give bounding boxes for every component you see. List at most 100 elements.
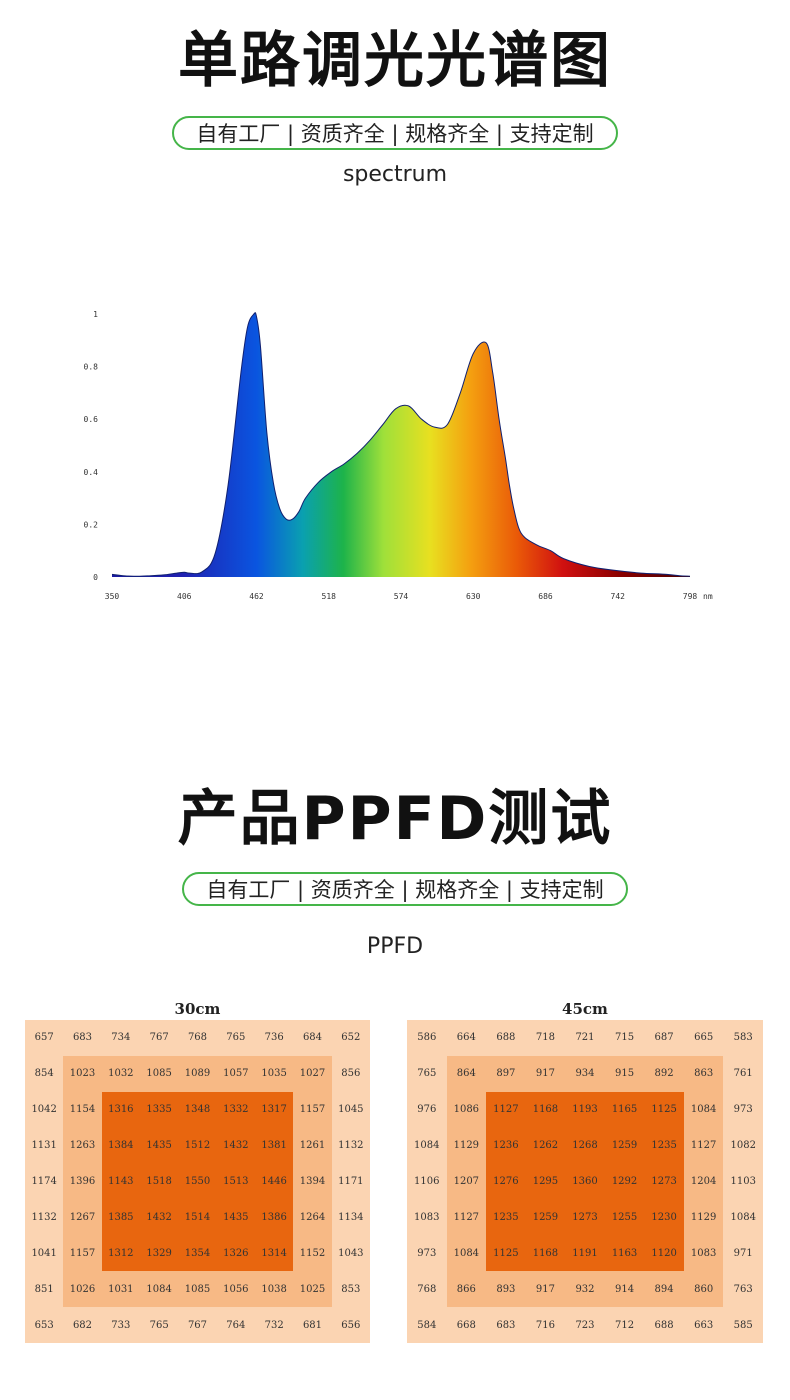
ppfd-30cm-cell: 1326 <box>216 1235 255 1272</box>
ppfd-45cm-cell: 1276 <box>486 1163 526 1200</box>
ppfd-30cm-cell: 1132 <box>25 1199 64 1236</box>
ppfd-30cm-cell: 1043 <box>331 1235 370 1272</box>
ppfd-30cm-cell: 734 <box>101 1020 140 1056</box>
x-tick-label: 518 <box>322 592 337 601</box>
ppfd-30cm-cell: 1143 <box>101 1163 140 1200</box>
y-tick-label: 0.2 <box>84 520 99 529</box>
ppfd-45cm-cell: 1120 <box>644 1235 684 1272</box>
ppfd-30cm-cell: 1312 <box>101 1235 140 1272</box>
ppfd-45cm-cell: 1360 <box>565 1163 605 1200</box>
ppfd-30cm-cell: 767 <box>178 1307 217 1343</box>
ppfd-45cm-cell: 583 <box>723 1020 763 1056</box>
ppfd-30cm-cell: 1023 <box>63 1055 102 1092</box>
spectrum-subtitle: spectrum <box>342 162 448 187</box>
y-tick-label: 0 <box>93 573 98 582</box>
ppfd-45cm-cell: 665 <box>683 1020 724 1056</box>
ppfd-45cm-cell: 1127 <box>446 1199 487 1236</box>
ppfd-30cm-cell: 683 <box>63 1020 102 1056</box>
ppfd-30cm-cell: 1031 <box>101 1271 140 1308</box>
ppfd-45cm-cell: 1259 <box>525 1199 566 1236</box>
ppfd-45cm-cell: 664 <box>446 1020 487 1056</box>
ppfd-45cm-cell: 893 <box>486 1271 526 1308</box>
ppfd-30cm-cell: 1329 <box>139 1235 179 1272</box>
ppfd-45cm-cell: 1083 <box>407 1199 447 1236</box>
ppfd-30cm-cell: 1084 <box>139 1271 179 1308</box>
ppfd-45cm-cell: 1292 <box>604 1163 645 1200</box>
grid-30cm-title: 30cm <box>174 1000 221 1018</box>
ppfd-45cm-cell: 1083 <box>683 1235 724 1272</box>
x-tick-label: 350 <box>105 592 120 601</box>
ppfd-30cm-cell: 1134 <box>331 1199 370 1236</box>
ppfd-45cm-cell: 1165 <box>604 1091 645 1128</box>
ppfd-45cm-cell: 718 <box>525 1020 566 1056</box>
ppfd-30cm-cell: 733 <box>101 1307 140 1343</box>
ppfd-30cm-cell: 1057 <box>216 1055 255 1092</box>
ppfd-45cm-cell: 763 <box>723 1271 763 1308</box>
ppfd-45cm-cell: 866 <box>446 1271 487 1308</box>
ppfd-45cm-cell: 1168 <box>525 1091 566 1128</box>
ppfd-45cm-cell: 584 <box>407 1307 447 1343</box>
ppfd-30cm-cell: 1261 <box>293 1127 332 1164</box>
ppfd-30cm-cell: 1132 <box>331 1127 370 1164</box>
ppfd-30cm-cell: 732 <box>254 1307 294 1343</box>
ppfd-45cm-cell: 1103 <box>723 1163 763 1200</box>
x-tick-label: 742 <box>611 592 626 601</box>
ppfd-45cm-cell: 1259 <box>604 1127 645 1164</box>
ppfd-45cm-cell: 1236 <box>486 1127 526 1164</box>
ppfd-45cm-cell: 914 <box>604 1271 645 1308</box>
y-tick-label: 0.6 <box>84 415 99 424</box>
ppfd-45cm-cell: 688 <box>644 1307 684 1343</box>
ppfd-30cm-cell: 1518 <box>139 1163 179 1200</box>
ppfd-45cm-cell: 1204 <box>683 1163 724 1200</box>
ppfd-45cm-cell: 1193 <box>565 1091 605 1128</box>
ppfd-45cm-cell: 863 <box>683 1055 724 1092</box>
ppfd-45cm-cell: 712 <box>604 1307 645 1343</box>
ppfd-45cm-cell: 663 <box>683 1307 724 1343</box>
ppfd-30cm-cell: 1267 <box>63 1199 102 1236</box>
ppfd-45cm-cell: 917 <box>525 1055 566 1092</box>
spectrum-tagline-badge: 自有工厂 | 资质齐全 | 规格齐全 | 支持定制 <box>172 116 618 150</box>
ppfd-30cm-cell: 1157 <box>293 1091 332 1128</box>
ppfd-45cm-cell: 1084 <box>446 1235 487 1272</box>
ppfd-30cm-cell: 1038 <box>254 1271 294 1308</box>
ppfd-45cm-cell: 768 <box>407 1271 447 1308</box>
ppfd-45cm-cell: 683 <box>486 1307 526 1343</box>
ppfd-45cm-cell: 917 <box>525 1271 566 1308</box>
ppfd-30cm-cell: 1171 <box>331 1163 370 1200</box>
ppfd-grid-45cm: 586 664 688 718 721 715 687 665 583 765 864 897 917 9… <box>407 1020 763 1343</box>
ppfd-30cm-cell: 653 <box>25 1307 64 1343</box>
ppfd-30cm-cell: 1396 <box>63 1163 102 1200</box>
ppfd-30cm-cell: 1354 <box>178 1235 217 1272</box>
ppfd-30cm-cell: 1314 <box>254 1235 294 1272</box>
ppfd-45cm-cell: 715 <box>604 1020 645 1056</box>
ppfd-30cm-cell: 853 <box>331 1271 370 1308</box>
ppfd-30cm-cell: 1041 <box>25 1235 64 1272</box>
ppfd-30cm-cell: 1157 <box>63 1235 102 1272</box>
ppfd-30cm-cell: 1045 <box>331 1091 370 1128</box>
ppfd-45cm-cell: 973 <box>723 1091 763 1128</box>
ppfd-30cm-cell: 768 <box>178 1020 217 1056</box>
ppfd-45cm-cell: 1084 <box>407 1127 447 1164</box>
ppfd-30cm-cell: 1032 <box>101 1055 140 1092</box>
ppfd-45cm-cell: 915 <box>604 1055 645 1092</box>
ppfd-30cm-cell: 1085 <box>139 1055 179 1092</box>
ppfd-30cm-cell: 652 <box>331 1020 370 1056</box>
x-axis-unit: nm <box>703 592 713 601</box>
ppfd-45cm-cell: 934 <box>565 1055 605 1092</box>
ppfd-45cm-cell: 1106 <box>407 1163 447 1200</box>
ppfd-45cm-cell: 1125 <box>644 1091 684 1128</box>
ppfd-30cm-cell: 856 <box>331 1055 370 1092</box>
ppfd-30cm-cell: 1316 <box>101 1091 140 1128</box>
ppfd-30cm-cell: 1513 <box>216 1163 255 1200</box>
spectrum-area <box>112 312 690 577</box>
ppfd-30cm-cell: 764 <box>216 1307 255 1343</box>
ppfd-30cm-cell: 657 <box>25 1020 64 1056</box>
ppfd-30cm-cell: 1089 <box>178 1055 217 1092</box>
ppfd-30cm-cell: 1394 <box>293 1163 332 1200</box>
ppfd-45cm-cell: 688 <box>486 1020 526 1056</box>
y-tick-label: 1 <box>93 310 98 319</box>
ppfd-30cm-cell: 736 <box>254 1020 294 1056</box>
ppfd-30cm-cell: 1435 <box>139 1127 179 1164</box>
ppfd-30cm-cell: 682 <box>63 1307 102 1343</box>
ppfd-45cm-cell: 721 <box>565 1020 605 1056</box>
